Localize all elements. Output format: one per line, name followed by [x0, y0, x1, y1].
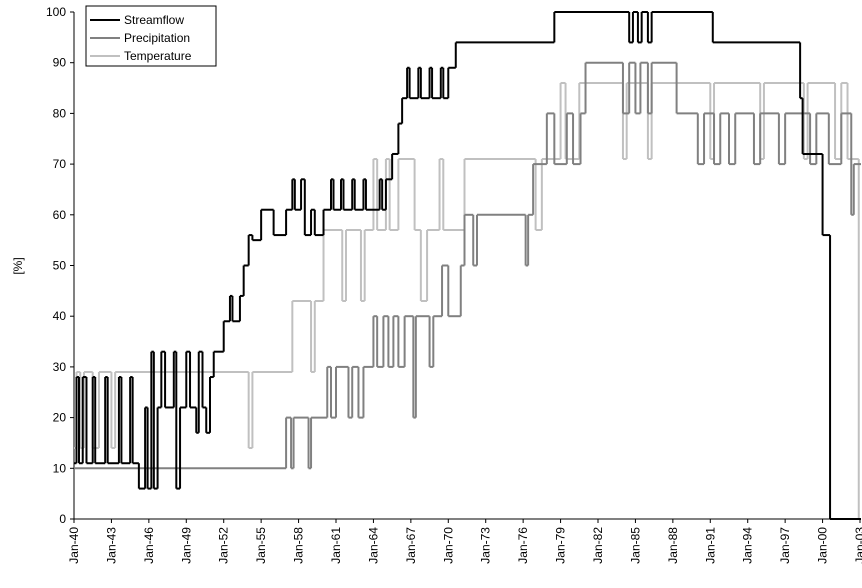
x-tick-label: Jan-97 — [778, 527, 792, 564]
x-tick-label: Jan-55 — [254, 527, 268, 564]
y-tick-label: 100 — [46, 5, 66, 19]
x-tick-label: Jan-46 — [142, 527, 156, 564]
x-tick-label: Jan-73 — [479, 527, 493, 564]
x-tick-label: Jan-61 — [329, 527, 343, 564]
x-tick-label: Jan-76 — [516, 527, 530, 564]
x-tick-label: Jan-82 — [591, 527, 605, 564]
x-tick-label: Jan-00 — [816, 527, 830, 564]
x-tick-label: Jan-88 — [666, 527, 680, 564]
x-tick-label: Jan-70 — [441, 527, 455, 564]
x-tick-label: Jan-79 — [554, 527, 568, 564]
x-tick-label: Jan-94 — [741, 527, 755, 564]
y-tick-label: 40 — [53, 309, 67, 323]
x-tick-label: Jan-40 — [67, 527, 81, 564]
plot-area — [74, 12, 860, 519]
y-tick-label: 0 — [59, 512, 66, 526]
y-tick-label: 50 — [53, 259, 67, 273]
legend-label: Precipitation — [124, 31, 190, 45]
y-tick-label: 20 — [53, 411, 67, 425]
y-tick-label: 80 — [53, 106, 67, 120]
legend-label: Streamflow — [124, 13, 184, 27]
x-tick-label: Jan-49 — [179, 527, 193, 564]
y-axis-label: [%] — [11, 257, 25, 274]
x-tick-label: Jan-64 — [366, 527, 380, 564]
x-tick-label: Jan-43 — [104, 527, 118, 564]
x-tick-label: Jan-03 — [853, 527, 862, 564]
y-tick-label: 10 — [53, 461, 67, 475]
x-tick-label: Jan-91 — [703, 527, 717, 564]
x-tick-label: Jan-85 — [628, 527, 642, 564]
legend-label: Temperature — [124, 49, 192, 63]
y-tick-label: 60 — [53, 208, 67, 222]
x-tick-label: Jan-52 — [217, 527, 231, 564]
x-tick-label: Jan-67 — [404, 527, 418, 564]
y-tick-label: 30 — [53, 360, 67, 374]
y-tick-label: 90 — [53, 56, 67, 70]
x-tick-label: Jan-58 — [292, 527, 306, 564]
y-tick-label: 70 — [53, 157, 67, 171]
